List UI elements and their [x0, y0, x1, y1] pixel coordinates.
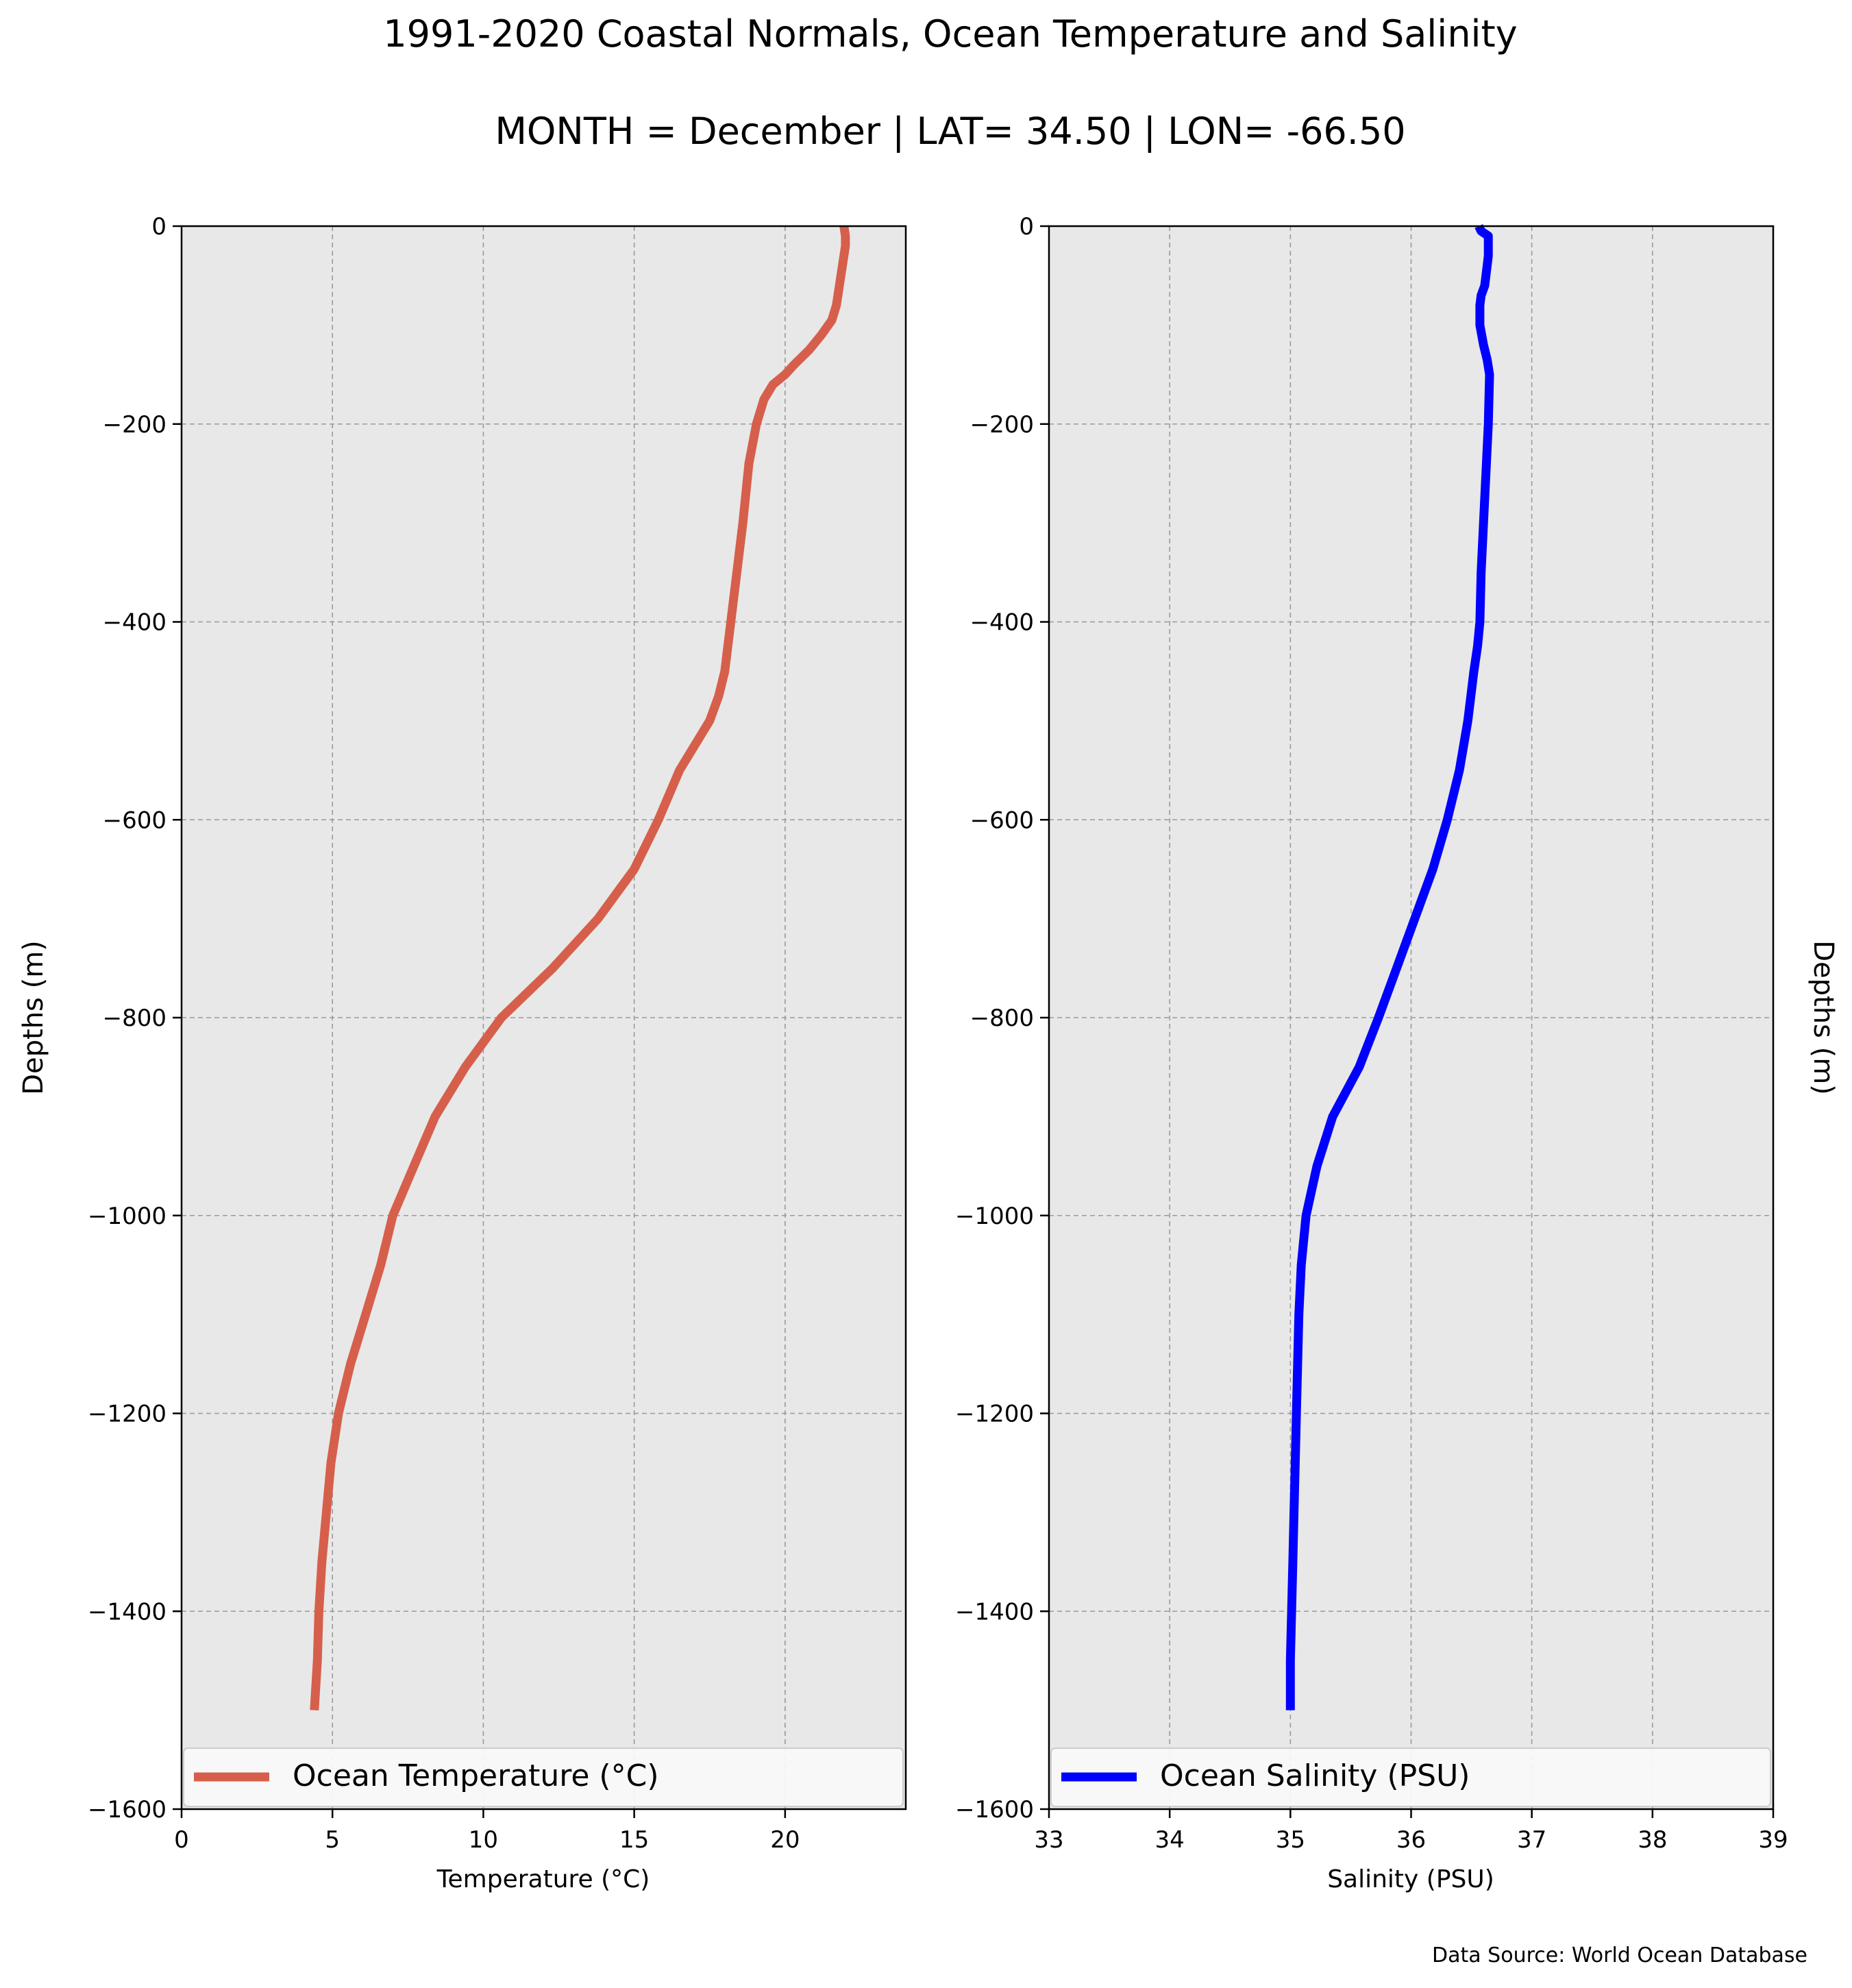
- salinity-axis-ticks: 33 34 35 36 37 38 39 0 −200 −400 −600 −800 −1000 −120…: [955, 213, 1788, 1854]
- temperature-y-tick-label: −800: [103, 1005, 166, 1032]
- salinity-y-tick-label: −600: [970, 807, 1034, 834]
- temperature-grid: [182, 226, 906, 1809]
- salinity-line-group: [1285, 224, 1494, 1710]
- salinity-y-tick-label: −800: [970, 1005, 1034, 1032]
- salinity-x-tick-label: 37: [1517, 1826, 1546, 1854]
- temperature-panel: 0 5 10 15 20 0 −200 −400 −600 −800 −1000 −1200 −1400…: [18, 213, 907, 1893]
- temperature-axis-ticks: 0 5 10 15 20 0 −200 −400 −600 −800 −1000 −1200 −1400…: [88, 213, 800, 1854]
- temperature-x-tick-label: 20: [770, 1826, 800, 1854]
- salinity-y-axis-label: Depths (m): [1807, 940, 1839, 1095]
- temperature-y-tick-label: −400: [103, 609, 166, 637]
- salinity-legend: Ocean Salinity (PSU): [1050, 1747, 1771, 1807]
- temperature-y-tick-label: −1600: [88, 1796, 166, 1824]
- temperature-x-tick-label: 0: [174, 1826, 189, 1854]
- temperature-profile-line: [310, 225, 850, 1710]
- temperature-y-tick-label: −1400: [88, 1598, 166, 1625]
- temperature-y-axis-label: Depths (m): [18, 940, 49, 1095]
- salinity-legend-label: Ocean Salinity (PSU): [1160, 1758, 1470, 1793]
- salinity-y-tick-label: −1000: [955, 1203, 1034, 1230]
- chart-subtitle: MONTH = December | LAT= 34.50 | LON= -66…: [495, 110, 1405, 153]
- salinity-x-tick-label: 38: [1638, 1826, 1667, 1854]
- temperature-y-tick-label: −1000: [88, 1203, 166, 1230]
- salinity-profile-line: [1285, 224, 1494, 1710]
- salinity-y-tick-label: 0: [1019, 213, 1034, 241]
- salinity-x-tick-label: 39: [1758, 1826, 1788, 1854]
- salinity-x-tick-label: 33: [1034, 1826, 1063, 1854]
- salinity-y-tick-label: −200: [970, 411, 1034, 439]
- salinity-legend-box: [1050, 1747, 1771, 1807]
- temperature-x-tick-label: 5: [325, 1826, 340, 1854]
- temperature-x-axis-label: Temperature (°C): [436, 1865, 650, 1893]
- temperature-y-tick-label: −200: [103, 411, 166, 439]
- salinity-x-axis-label: Salinity (PSU): [1327, 1865, 1494, 1893]
- salinity-y-tick-label: −1600: [955, 1796, 1034, 1824]
- salinity-panel: 33 34 35 36 37 38 39 0 −200 −400 −600 −800 −1000 −120…: [955, 213, 1839, 1893]
- temperature-y-tick-label: 0: [151, 213, 166, 241]
- salinity-x-tick-label: 36: [1396, 1826, 1426, 1854]
- salinity-x-tick-label: 34: [1155, 1826, 1185, 1854]
- salinity-y-tick-label: −400: [970, 609, 1034, 637]
- chart-title: 1991-2020 Coastal Normals, Ocean Tempera…: [383, 12, 1517, 56]
- salinity-grid: [1049, 226, 1773, 1809]
- temperature-y-tick-label: −1200: [88, 1401, 166, 1428]
- temperature-x-tick-label: 10: [469, 1826, 498, 1854]
- temperature-line-group: [310, 225, 850, 1710]
- temperature-y-tick-label: −600: [103, 807, 166, 834]
- data-source-note: Data Source: World Ocean Database: [1432, 1943, 1807, 1967]
- temperature-legend: Ocean Temperature (°C): [183, 1747, 904, 1807]
- temperature-x-tick-label: 15: [619, 1826, 649, 1854]
- temperature-legend-label: Ocean Temperature (°C): [293, 1758, 659, 1793]
- salinity-x-tick-label: 35: [1276, 1826, 1305, 1854]
- salinity-y-tick-label: −1400: [955, 1598, 1034, 1625]
- temperature-legend-box: [183, 1747, 904, 1807]
- salinity-y-tick-label: −1200: [955, 1401, 1034, 1428]
